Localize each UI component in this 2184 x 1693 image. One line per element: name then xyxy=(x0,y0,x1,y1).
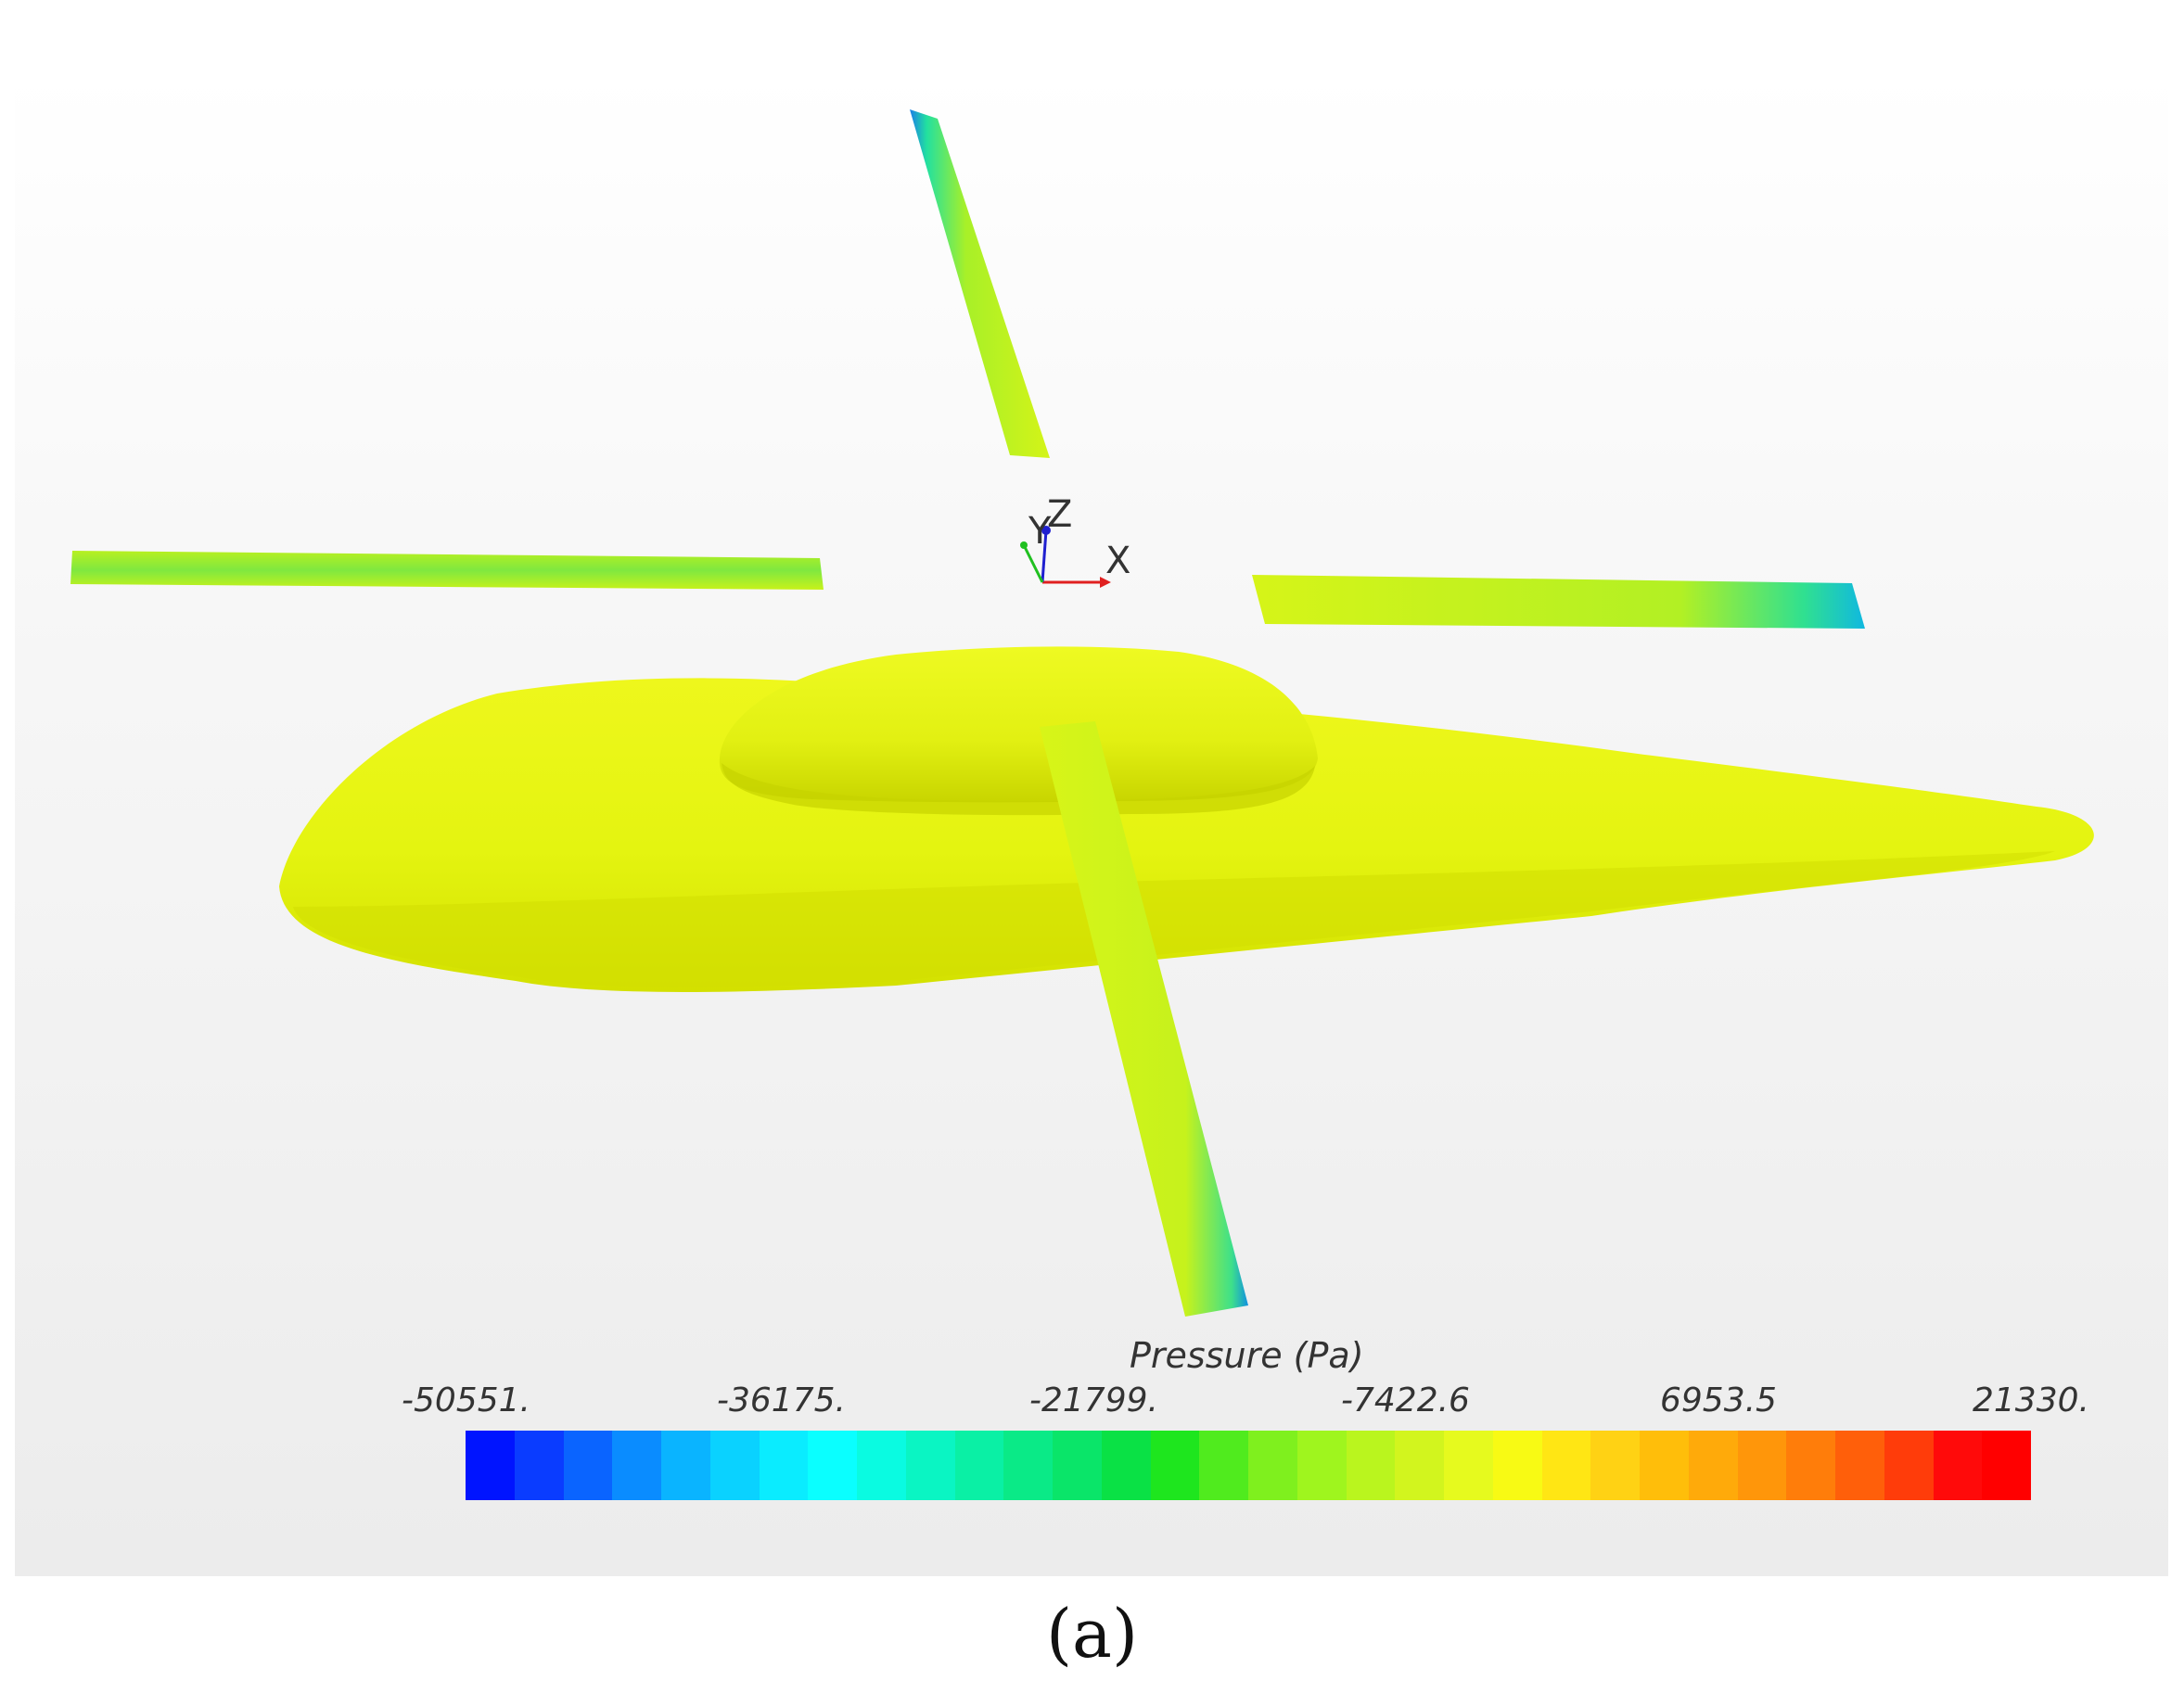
rotor-blade-top xyxy=(910,109,1050,458)
fuselage-shading xyxy=(293,851,2055,987)
figure-caption: (a) xyxy=(1045,1595,1139,1673)
rotor-hub xyxy=(719,646,1318,803)
colorbar-swatch xyxy=(563,1431,613,1500)
colorbar-swatch xyxy=(466,1431,515,1500)
colorbar-swatch xyxy=(1248,1431,1297,1500)
colorbar-swatch xyxy=(1688,1431,1738,1500)
colorbar-swatch xyxy=(1982,1431,2031,1500)
colorbar-swatch xyxy=(1346,1431,1396,1500)
rotor-blade-left xyxy=(70,551,824,590)
colorbar-swatch xyxy=(1640,1431,1689,1500)
colorbar-swatch xyxy=(905,1431,955,1500)
colorbar-swatch xyxy=(612,1431,661,1500)
legend-tick-2: -36175. xyxy=(717,1381,846,1419)
colorbar-swatch xyxy=(709,1431,760,1500)
render-viewport[interactable]: Y Z X xyxy=(15,72,2168,1576)
colorbar-swatch xyxy=(1541,1431,1591,1500)
rotor-hub-rim xyxy=(722,763,1315,816)
legend-tick-6: 21330. xyxy=(1973,1381,2089,1419)
colorbar-swatch xyxy=(661,1431,710,1500)
rotor-blade-right xyxy=(1252,575,1865,629)
colorbar-swatch xyxy=(514,1431,564,1500)
pressure-colorbar xyxy=(466,1431,2031,1500)
legend-tick-3: -21799. xyxy=(1029,1381,1158,1419)
colorbar-swatch xyxy=(1444,1431,1493,1500)
colorbar-swatch xyxy=(759,1431,809,1500)
colorbar-swatch xyxy=(1296,1431,1347,1500)
axis-triad: Y Z X xyxy=(1020,493,1130,588)
colorbar-swatch xyxy=(808,1431,857,1500)
colorbar-swatch xyxy=(1053,1431,1102,1500)
axis-z-label: Z xyxy=(1047,493,1072,536)
colorbar-swatch xyxy=(1101,1431,1151,1500)
colorbar-swatch xyxy=(1199,1431,1248,1500)
legend-tick-1: -50551. xyxy=(402,1381,530,1419)
colorbar-swatch xyxy=(1786,1431,1835,1500)
axis-y-label: Y xyxy=(1028,510,1052,553)
axis-x-label: X xyxy=(1105,540,1130,582)
legend-tick-4: -7422.6 xyxy=(1341,1381,1470,1419)
colorbar-swatch xyxy=(1395,1431,1444,1500)
colorbar-swatch xyxy=(1933,1431,1983,1500)
colorbar-swatch xyxy=(1150,1431,1200,1500)
colorbar-swatch xyxy=(1737,1431,1787,1500)
colorbar-swatch xyxy=(954,1431,1004,1500)
colorbar-swatch xyxy=(1835,1431,1884,1500)
legend-tick-5: 6953.5 xyxy=(1660,1381,1777,1419)
colorbar-swatch xyxy=(1003,1431,1053,1500)
helicopter-scene: Y Z X xyxy=(70,109,2094,1317)
colorbar-swatch xyxy=(1492,1431,1542,1500)
colorbar-swatch xyxy=(1884,1431,1934,1500)
colorbar-swatch xyxy=(857,1431,906,1500)
colorbar-swatch xyxy=(1590,1431,1640,1500)
legend-title: Pressure (Pa) xyxy=(1130,1335,1364,1376)
rotor-blade-front xyxy=(1040,721,1248,1317)
